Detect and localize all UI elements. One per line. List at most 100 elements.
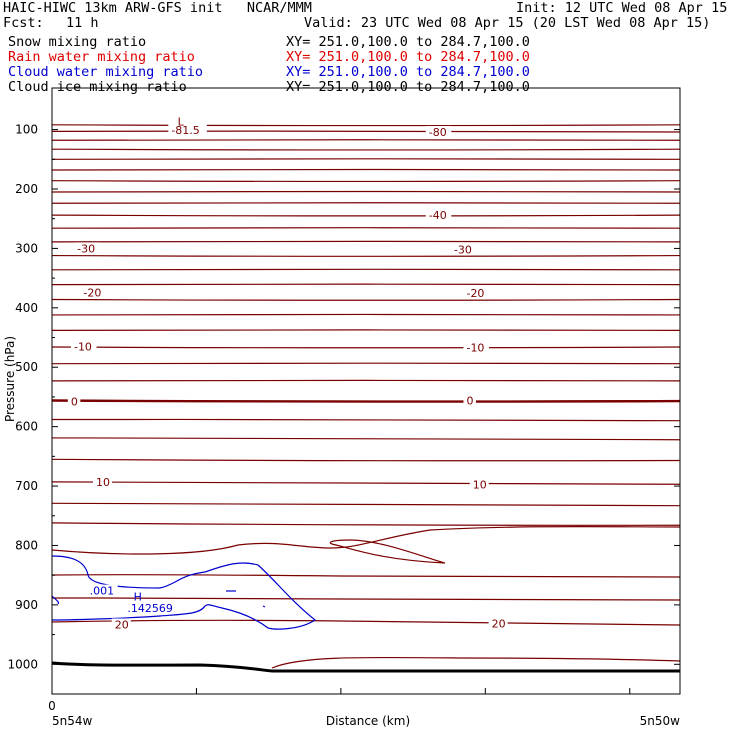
label-background [463,341,489,353]
label-background [74,242,100,254]
temperature-contour-label: -20 [466,287,484,300]
x-end-label-right: 5n50w [640,714,681,728]
isotherm-line [51,254,681,257]
label-background [67,395,81,407]
high-marker: H [134,591,142,604]
temperature-contour-label: -10 [466,342,484,355]
label-background [425,125,452,137]
isotherm-line [51,158,681,160]
isotherm-line [51,597,681,601]
field-rain-xy: XY= 251.0,100.0 to 284.7,100.0 [286,49,530,65]
temperature-contour-label: 10 [473,478,487,491]
label-background [425,209,452,221]
temperature-contours [51,124,681,669]
temperature-contour-label: 0 [71,396,78,409]
isotherm-line [51,573,681,578]
temperature-contour-label: -30 [77,242,95,255]
temperature-contour-label: -81.5 [171,124,199,137]
isotherm-line [51,329,681,331]
y-tick-label: 600 [15,420,38,434]
y-tick-label: 300 [15,241,38,255]
temperature-contour-label: -40 [429,209,447,222]
label-background [125,601,175,613]
terrain-line [51,661,680,673]
isotherm-line [271,656,681,669]
temperature-contour-label: 20 [492,617,506,630]
isotherm-line [51,418,681,422]
label-background [87,584,118,596]
y-tick-label: 700 [15,479,38,493]
isotherm-line [51,481,681,485]
isotherm-line [51,313,681,316]
forecast-label: Fcst: [3,15,44,31]
y-tick-label: 400 [15,301,38,315]
y-tick-label: 900 [15,598,38,612]
isotherm-line [51,240,681,243]
field-cloudice-xy: XY= 251.0,100.0 to 284.7,100.0 [286,79,530,95]
isotherm-line [51,139,681,141]
field-snow-name: Snow mixing ratio [8,34,147,50]
x-tick-label: 0 [48,699,56,713]
field-cloudice-name: Cloud ice mixing ratio [8,79,187,95]
plot-title: HAIC-HIWC 13km ARW-GFS init NCAR/MMM [3,0,312,16]
y-axis-label: Pressure (hPa) [3,336,17,422]
isotherm-line [51,346,681,349]
cloud-water-contour-label: .001 [90,585,115,598]
field-cloudwater-xy: XY= 251.0,100.0 to 284.7,100.0 [286,64,530,80]
y-tick-label: 100 [15,123,38,137]
init-time: Init: 12 UTC Wed 08 Apr 15 [516,0,728,16]
valid-time: Valid: 23 UTC Wed 08 Apr 15 (20 LST Wed … [304,15,711,31]
isotherm-line [51,379,681,382]
isotherm-line [51,502,681,507]
forecast-hour: 11 h [66,15,99,31]
label-background [92,475,112,487]
isotherm-line [51,268,681,271]
cloud-water-contours [51,555,317,630]
field-snow-xy: XY= 251.0,100.0 to 284.7,100.0 [286,34,530,50]
label-background [488,617,508,629]
x-axis-label: Distance (km) [326,714,410,728]
label-background [80,286,106,298]
isotherm-line [51,202,681,204]
label-background [463,286,489,298]
y-tick-label: 800 [15,538,38,552]
isotherm-line [51,214,681,217]
temperature-contour-label: -30 [454,244,472,257]
field-rain-name: Rain water mixing ratio [8,49,195,65]
y-tick-label: 500 [15,360,38,374]
label-background [450,243,477,255]
label-background [111,618,131,630]
temperature-contour-label: -20 [83,286,101,299]
isotherm-line [51,526,681,555]
low-marker: L [178,115,185,128]
isotherm-line [51,227,681,229]
isotherm-line [51,458,681,462]
temperature-contour-label: 20 [115,618,129,631]
isotherm-line [329,539,446,564]
label-background [70,340,97,352]
temperature-contour-label: 10 [96,476,110,489]
isotherm-line [51,522,681,526]
isotherm-line [51,130,681,133]
label-background [469,478,489,490]
isotherm-line [51,190,681,193]
isotherm-line [51,180,681,183]
label-background [463,394,476,406]
isotherm-line [51,168,681,171]
temperature-contour-label: -80 [429,126,447,139]
isotherm-line [51,148,681,151]
cloud-water-line [51,595,60,605]
terrain-profile [51,661,680,673]
cloud-water-line [262,605,266,608]
x-end-label-left: 5n54w [52,714,93,728]
isotherm-line [51,124,681,127]
isotherm-line [51,437,681,441]
isotherm-line [51,399,681,403]
isotherm-line [51,298,681,301]
plot-frame [51,87,681,695]
isotherm-line [51,362,681,365]
y-tick-label: 1000 [7,657,38,671]
contour-labels: -81.5 -80 -40 -30 -30 -20 -20 -10 -10 0 0 10 10 20 20 L… [67,115,508,631]
field-cloudwater-name: Cloud water mixing ratio [8,64,204,80]
